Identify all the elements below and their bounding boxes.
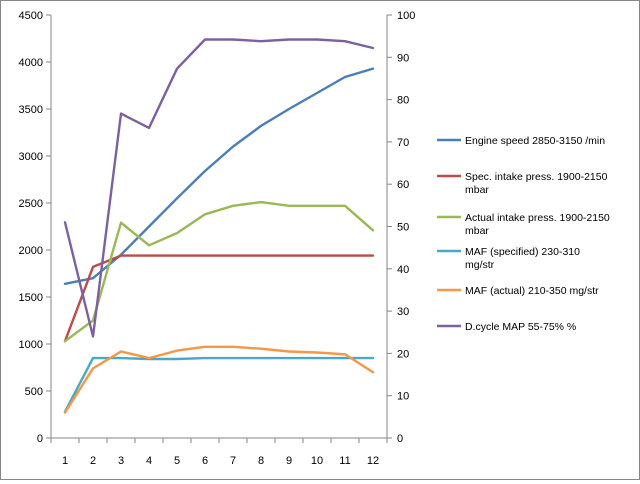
right-tick-label: 100 xyxy=(397,10,415,22)
legend-label-3: Actual intake press. 1900-2150 mbar xyxy=(465,212,610,237)
x-tick-label: 12 xyxy=(367,455,379,467)
axes-layer: 0 500 1000 1500 2000 2500 3000 3500 4000 4500 0 10 2… xyxy=(19,10,416,467)
series-layer xyxy=(63,38,375,414)
left-tick-label: 500 xyxy=(25,386,43,398)
legend-label-4: MAF (specified) 230-310 mg/str xyxy=(465,246,583,271)
right-tick-label: 70 xyxy=(397,137,409,149)
right-tick-label: 90 xyxy=(397,52,409,64)
right-tick-label: 50 xyxy=(397,222,409,234)
x-tick-label: 7 xyxy=(230,455,236,467)
left-tick-label: 0 xyxy=(37,433,43,445)
legend-label-2: Spec. intake press. 1900-2150 mbar xyxy=(465,171,608,196)
left-tick-label: 4000 xyxy=(19,57,43,69)
x-tick-label: 3 xyxy=(118,455,124,467)
left-tick-label: 3000 xyxy=(19,151,43,163)
x-tick-label: 2 xyxy=(90,455,96,467)
right-tick-label: 30 xyxy=(397,306,409,318)
left-tick-label: 4500 xyxy=(19,10,43,22)
series-line-2 xyxy=(63,254,375,343)
left-tick-label: 1500 xyxy=(19,292,43,304)
legend: Engine speed 2850-3150 /min Spec. intake … xyxy=(437,135,610,333)
left-tick-label: 3500 xyxy=(19,104,43,116)
right-tick-label: 10 xyxy=(397,391,409,403)
x-tick-label: 1 xyxy=(62,455,68,467)
right-tick-label: 0 xyxy=(397,433,403,445)
right-tick-label: 20 xyxy=(397,348,409,360)
x-tick-label: 8 xyxy=(258,455,264,467)
x-tick-label: 11 xyxy=(339,455,350,467)
series-line-3 xyxy=(63,200,375,343)
x-tick-label: 5 xyxy=(174,455,180,467)
x-tick-label: 9 xyxy=(286,455,292,467)
series-line-6 xyxy=(63,38,375,338)
left-tick-label: 2000 xyxy=(19,245,43,257)
right-tick-label: 40 xyxy=(397,264,409,276)
legend-label-1: Engine speed 2850-3150 /min xyxy=(465,135,605,147)
left-tick-label: 1000 xyxy=(19,339,43,351)
right-tick-label: 60 xyxy=(397,179,409,191)
x-tick-label: 4 xyxy=(146,455,152,467)
series-line-1 xyxy=(63,67,375,285)
series-line-5 xyxy=(63,345,375,414)
legend-label-5: MAF (actual) 210-350 mg/str xyxy=(465,285,599,297)
left-tick-label: 2500 xyxy=(19,198,43,210)
x-tick-label: 10 xyxy=(311,455,323,467)
series-line-4 xyxy=(63,356,375,413)
x-tick-label: 6 xyxy=(202,455,208,467)
right-tick-label: 80 xyxy=(397,95,409,107)
legend-label-6: D.cycle MAP 55-75% % xyxy=(465,321,576,333)
